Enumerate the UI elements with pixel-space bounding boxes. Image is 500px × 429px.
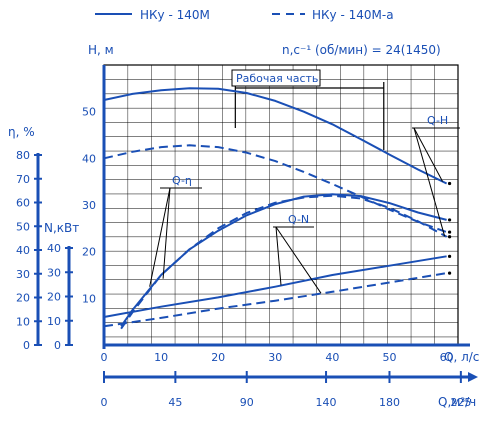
working-zone-label-bg [231,69,321,87]
working-zone-bracket [234,82,385,150]
series-end-dot [447,218,452,222]
label-q-h: Q-Н [427,114,448,127]
eta-tick-label: 80 [16,149,30,162]
eta-tick-label: 40 [16,244,30,257]
label-q-n: Q-N [288,213,309,226]
y-tick-label: 20 [82,246,96,259]
y-axis-label-head: Н, м [88,43,114,57]
legend-dashed-label: НКу - 140М-а [312,8,394,22]
series-layer [103,87,452,330]
series-line-q-n-dashed [103,272,447,328]
curve-labels-layer: Q-Н Q-η Q-N [149,114,460,294]
eta-axis-label: η, % [8,125,35,139]
x-tick-label: 10 [154,351,168,364]
m3h-axis-arrow [468,372,478,382]
label-q-eta: Q-η [172,174,192,187]
power-tick-label: 20 [47,291,61,304]
eta-tick-label: 60 [16,197,30,210]
eta-tick-label: 70 [16,173,30,186]
plot-grid [103,64,459,346]
power-tick-label: 30 [47,266,61,279]
power-tick-label: 40 [47,242,61,255]
m3h-tick-label: 45 [168,396,182,409]
series-end-dot [447,254,452,258]
power-axis-label: N,кВт [44,221,79,235]
series-line-q--dashed [120,194,448,330]
series-end-dot [447,235,452,239]
m3h-tick-label: 0 [101,396,108,409]
label-q-h-leader [413,127,444,182]
eta-tick-label: 10 [16,315,30,328]
series-line-q-n-solid [103,255,447,318]
label-q-n-leader [275,226,282,286]
eta-tick-label: 0 [23,339,30,352]
power-tick-label: 0 [54,339,61,352]
legend-solid-label: НКу - 140М [140,8,210,22]
working-zone-label: Рабочая часть [236,72,318,85]
eta-tick-label: 30 [16,268,30,281]
series-line-q-н-solid [103,87,448,185]
axes-layer: 10 20 30 40 50 0 10 20 30 40 50 60 0 45 90 140 180 225 0 10… [16,65,478,409]
series-line-q--solid [120,193,447,327]
label-q-n-leader [275,226,322,294]
x-tick-label: 50 [382,351,396,364]
m3h-tick-label: 180 [379,396,400,409]
speed-label: n,с⁻¹ (об/мин) = 24(1450) [282,43,441,57]
series-end-dot [447,230,452,234]
y-tick-label: 30 [82,199,96,212]
eta-tick-label: 50 [16,220,30,233]
m3h-tick-label: 225 [450,396,471,409]
y-tick-label: 40 [82,152,96,165]
x-tick-label: 30 [268,351,282,364]
m3h-tick-label: 90 [240,396,254,409]
power-tick-label: 10 [47,315,61,328]
x-tick-label: 20 [211,351,225,364]
y-tick-label: 50 [82,106,96,119]
label-q-eta-leader [149,187,171,287]
x-tick-label: 0 [101,351,108,364]
x-tick-label: 60 [440,351,454,364]
series-end-dot [447,181,452,186]
x-axis-m3h-label: Q,м³/ч [438,395,476,409]
label-q-h-leader [413,127,446,237]
x-axis-label: Q, л/с [444,350,479,364]
series-end-dot [447,271,452,275]
eta-tick-label: 20 [16,292,30,305]
y-tick-label: 10 [82,292,96,305]
m3h-tick-label: 140 [316,396,337,409]
x-tick-label: 40 [325,351,339,364]
series-line-q-н-dashed [103,144,447,234]
label-q-eta-leader [162,187,171,279]
